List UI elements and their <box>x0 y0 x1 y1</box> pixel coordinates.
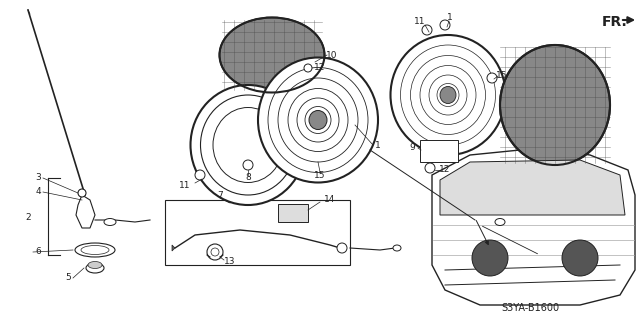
Ellipse shape <box>75 243 115 257</box>
Text: 2: 2 <box>25 213 31 222</box>
Text: 11: 11 <box>179 181 191 189</box>
Ellipse shape <box>268 68 368 173</box>
Circle shape <box>562 240 598 276</box>
Ellipse shape <box>213 108 283 182</box>
Text: 12: 12 <box>439 166 451 174</box>
Circle shape <box>304 64 312 72</box>
Ellipse shape <box>288 88 348 152</box>
Ellipse shape <box>258 57 378 182</box>
Ellipse shape <box>309 110 327 130</box>
Text: 15: 15 <box>314 170 326 180</box>
Text: 4: 4 <box>35 188 41 197</box>
Ellipse shape <box>390 35 506 155</box>
Ellipse shape <box>410 56 486 135</box>
Ellipse shape <box>401 45 495 145</box>
Ellipse shape <box>191 85 305 205</box>
Circle shape <box>440 20 450 30</box>
Text: 15: 15 <box>496 70 508 79</box>
Text: 13: 13 <box>224 257 236 266</box>
Polygon shape <box>440 160 625 215</box>
Ellipse shape <box>437 84 459 107</box>
Text: 3: 3 <box>35 174 41 182</box>
Text: 5: 5 <box>65 273 71 283</box>
Ellipse shape <box>297 98 339 142</box>
Circle shape <box>243 160 253 170</box>
Ellipse shape <box>420 65 476 124</box>
Ellipse shape <box>393 245 401 251</box>
Circle shape <box>211 248 219 256</box>
Text: 8: 8 <box>245 174 251 182</box>
Text: 9: 9 <box>409 144 415 152</box>
Ellipse shape <box>104 219 116 226</box>
Ellipse shape <box>440 86 456 103</box>
Text: 1: 1 <box>447 13 453 23</box>
Text: S3YA-B1600: S3YA-B1600 <box>501 303 559 313</box>
Ellipse shape <box>311 113 325 128</box>
Circle shape <box>207 244 223 260</box>
Ellipse shape <box>429 75 467 115</box>
Text: 1: 1 <box>375 140 381 150</box>
Ellipse shape <box>337 243 347 253</box>
Bar <box>165 200 350 265</box>
Circle shape <box>472 240 508 276</box>
Ellipse shape <box>278 78 358 162</box>
Text: 6: 6 <box>35 248 41 256</box>
Circle shape <box>425 163 435 173</box>
Ellipse shape <box>442 88 454 101</box>
Ellipse shape <box>81 246 109 255</box>
Ellipse shape <box>495 219 505 226</box>
Ellipse shape <box>200 95 296 195</box>
Bar <box>278 204 308 222</box>
Ellipse shape <box>220 18 324 93</box>
Ellipse shape <box>500 45 610 165</box>
Text: FR.: FR. <box>602 15 628 29</box>
Ellipse shape <box>88 262 102 269</box>
Ellipse shape <box>305 107 331 133</box>
Text: 14: 14 <box>324 196 336 204</box>
Polygon shape <box>432 148 635 305</box>
Text: 7: 7 <box>217 190 223 199</box>
Circle shape <box>195 170 205 180</box>
Text: 11: 11 <box>414 18 426 26</box>
Ellipse shape <box>86 263 104 273</box>
Bar <box>420 140 458 162</box>
Polygon shape <box>172 245 175 251</box>
Circle shape <box>422 25 432 35</box>
Text: 12: 12 <box>314 63 326 72</box>
Circle shape <box>78 189 86 197</box>
Text: 10: 10 <box>326 50 338 60</box>
Polygon shape <box>76 195 95 228</box>
Circle shape <box>487 73 497 83</box>
